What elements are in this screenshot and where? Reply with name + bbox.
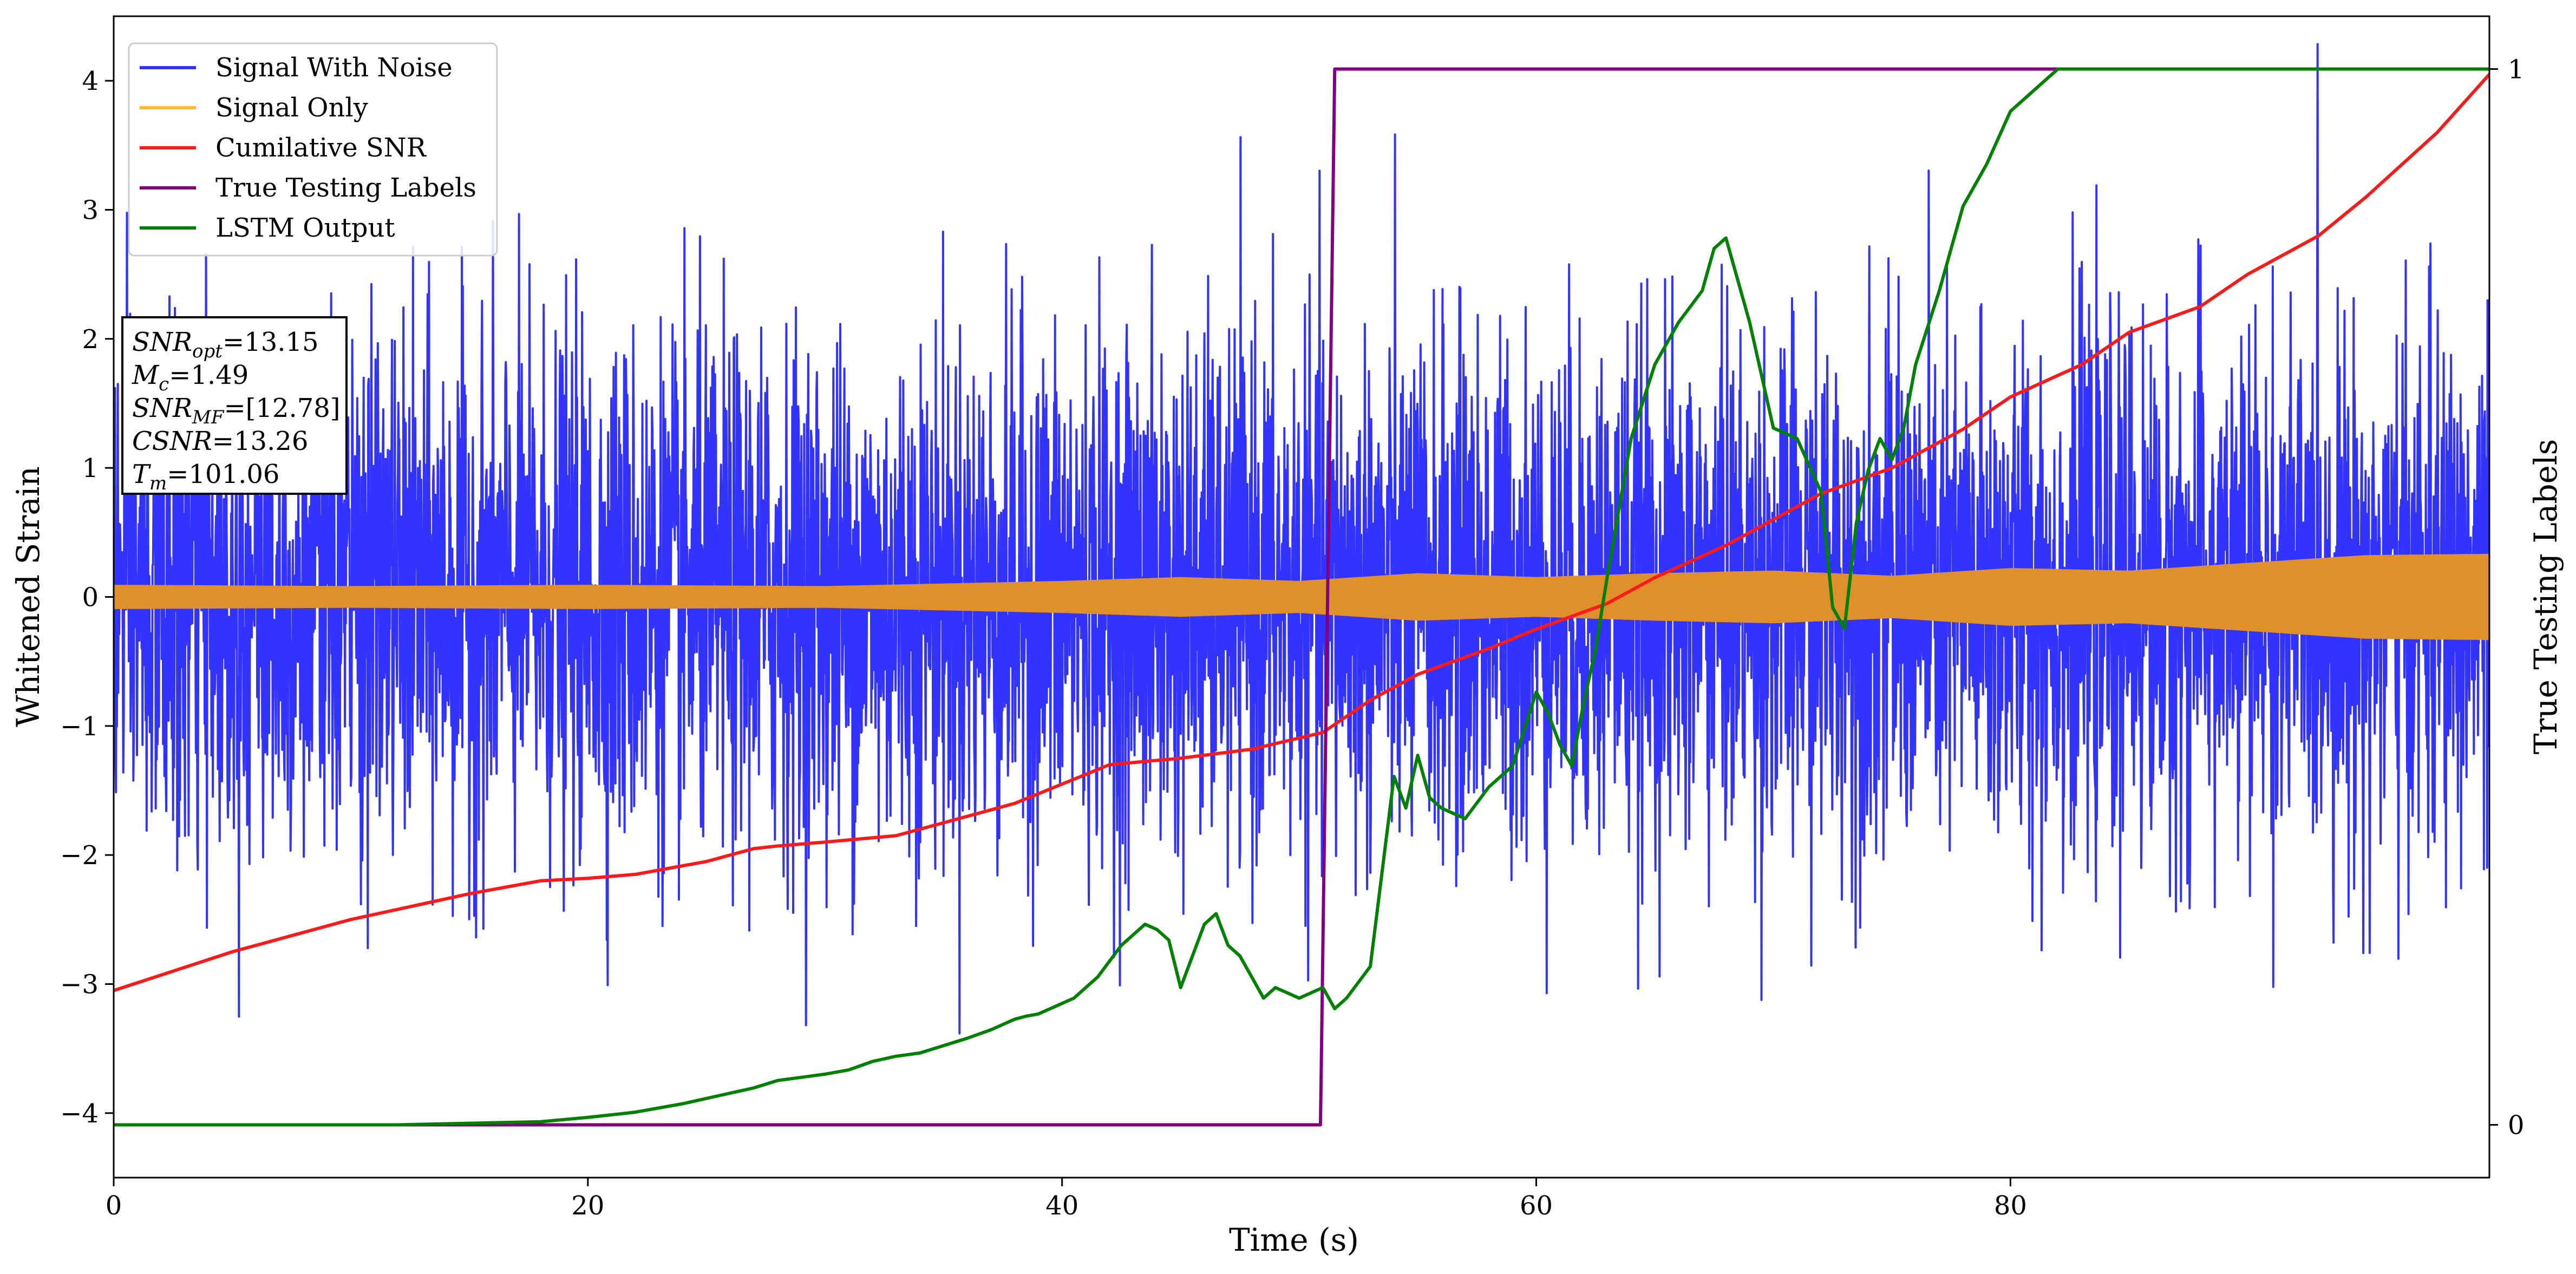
x-axis: 0 20 40 60 80 [106,1178,2027,1221]
y-tick-label: −2 [60,840,99,871]
parameter-box: SNRopt=13.15Mc=1.49SNRMF=[12.78]CSNR=13.… [121,316,348,495]
series-band-signal-only [114,553,2489,641]
y-tick-label: −4 [60,1099,99,1129]
y2-axis-label: True Testing Labels [2527,439,2564,754]
parameter-line: Mc=1.49 [132,360,249,395]
y-axis-right: 01 [2489,55,2525,1141]
parameter-line: CSNR=13.26 [132,426,308,456]
legend: Signal With Noise Signal Only Cumilative S… [128,42,498,257]
series-layer [114,43,2489,1127]
x-axis-label: Time (s) [1229,1221,1359,1258]
y-tick-label: 2 [82,324,99,355]
parameter-line: SNRopt=13.15 [132,327,319,362]
x-tick-label: 40 [1045,1191,1078,1221]
legend-label-true-testing-labels: True Testing Labels [215,173,476,203]
y-tick-label: 3 [82,195,99,226]
legend-box [128,42,498,257]
y-axis-label: Whitened Strain [10,466,47,727]
y2-tick-label: 0 [2508,1110,2525,1141]
x-tick-label: 80 [1994,1191,2027,1221]
y-axis-left: −4 −3 −2 −1 0 1 2 3 4 [60,66,114,1129]
parameter-line: SNRMF=[12.78] [132,393,341,428]
legend-label-lstm-output: LSTM Output [215,213,395,243]
y-tick-label: 1 [82,453,99,484]
y-tick-label: −1 [60,711,99,742]
parameter-line: Tm=101.06 [132,459,279,494]
x-tick-label: 0 [106,1191,122,1221]
parameter-box-frame [121,316,348,495]
x-tick-label: 20 [571,1191,604,1221]
y-tick-label: 0 [82,583,99,613]
legend-label-cumilative-snr: Cumilative SNR [215,133,427,163]
y-tick-label: −3 [60,970,99,1000]
y-tick-label: 4 [82,66,99,96]
x-tick-label: 60 [1520,1191,1553,1221]
legend-label-signal-only: Signal Only [215,93,368,123]
y2-tick-label: 1 [2508,55,2525,85]
series-line-lstm-output [114,67,2489,1127]
legend-label-signal-with-noise: Signal With Noise [215,53,453,83]
series-line-true-testing-labels [114,67,2489,1127]
series-line-cumilative-snr [114,73,2489,992]
